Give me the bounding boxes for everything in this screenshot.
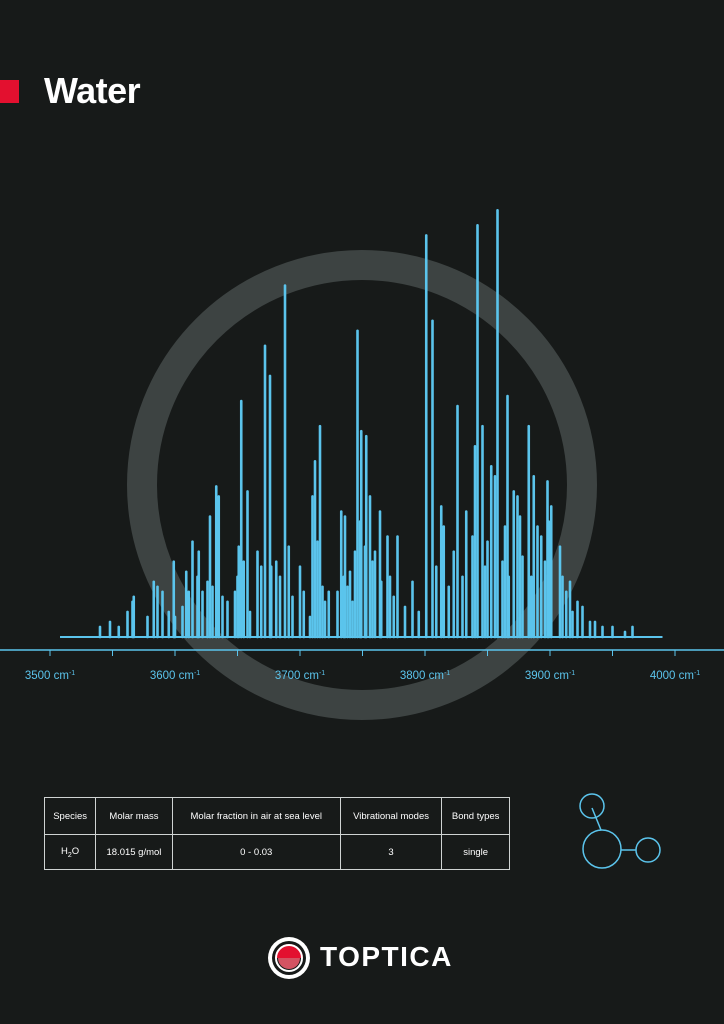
baseline-band (60, 636, 663, 638)
header-molar-mass: Molar mass (95, 797, 173, 835)
header-molar-fraction: Molar fraction in air at sea level (171, 797, 341, 835)
toptica-logo: TOPTICA (266, 935, 466, 981)
baseline-noise (60, 636, 663, 638)
spectral-lines (98, 209, 634, 639)
x-tick-label: 3900 cm-1 (525, 670, 575, 682)
toptica-wordmark: TOPTICA (320, 941, 453, 972)
cell-vibrational-modes: 3 (339, 834, 443, 870)
cell-bond-types: single (441, 834, 510, 870)
x-axis-ticks: 3500 cm-1 3600 cm-1 3700 cm-1 3800 cm-1 3900… (25, 650, 700, 682)
table-row: H2O 18.015 g/mol 0 - 0.03 3 single (43, 834, 510, 870)
header-species: Species (43, 797, 97, 835)
spectrum-chart: 3500 cm-1 3600 cm-1 3700 cm-1 3800 cm-1 3900… (0, 209, 724, 720)
background-ring (127, 250, 597, 720)
cell-molar-mass: 18.015 g/mol (95, 834, 173, 870)
x-tick-label: 3800 cm-1 (400, 670, 450, 682)
cell-molar-fraction: 0 - 0.03 (171, 834, 341, 870)
properties-table: Species Molar mass Molar fraction in air… (43, 797, 510, 870)
header-vibrational-modes: Vibrational modes (339, 797, 443, 835)
title-accent-bar (0, 80, 19, 103)
x-tick-label: 3600 cm-1 (150, 670, 200, 682)
toptica-logo-icon (268, 937, 310, 979)
x-tick-label: 3700 cm-1 (275, 670, 325, 682)
cell-species: H2O (43, 834, 97, 870)
table-header-row: Species Molar mass Molar fraction in air… (43, 797, 510, 835)
x-tick-label: 3500 cm-1 (25, 670, 75, 682)
molecule-icon (579, 793, 661, 869)
page-title: Water (44, 70, 141, 111)
x-tick-label: 4000 cm-1 (650, 670, 700, 682)
header-bond-types: Bond types (441, 797, 510, 835)
